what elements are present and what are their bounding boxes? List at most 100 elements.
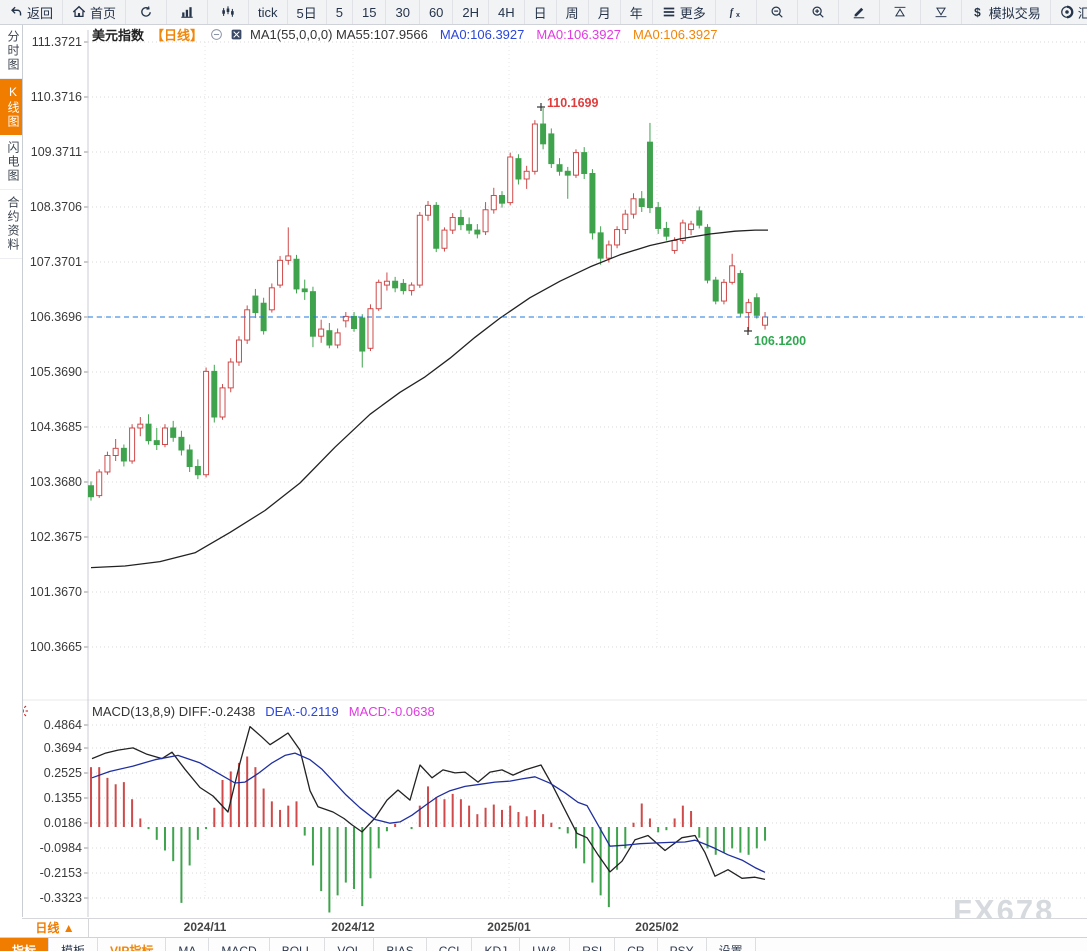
target-icon bbox=[1060, 5, 1074, 19]
tab-cr[interactable]: CR bbox=[615, 938, 658, 951]
toolbar-label: 更多 bbox=[679, 5, 706, 21]
interval-2h-button[interactable]: 2H bbox=[453, 0, 490, 24]
svg-text:111.3721: 111.3721 bbox=[32, 35, 82, 49]
interval-5-button[interactable]: 5 bbox=[327, 0, 353, 24]
chart-bars-icon bbox=[180, 5, 194, 19]
ma-value: MA0:106.3927 bbox=[439, 26, 525, 42]
pencil-icon bbox=[852, 5, 866, 19]
x-axis-label: 2025/02 bbox=[635, 920, 679, 934]
more-button[interactable]: 更多 bbox=[653, 0, 716, 24]
interval-month-button[interactable]: 月 bbox=[589, 0, 621, 24]
sim-trade-button[interactable]: $ 模拟交易 bbox=[962, 0, 1051, 24]
chart-header: 美元指数 【日线】 MA1(55,0,0,0) MA55:107.9566 MA0… bbox=[92, 26, 730, 43]
grid-square-icon[interactable] bbox=[230, 27, 243, 42]
home-icon bbox=[72, 5, 86, 19]
toolbar-label: 5日 bbox=[296, 5, 317, 21]
tab-template[interactable]: 模板 bbox=[49, 938, 99, 951]
interval-30-button[interactable]: 30 bbox=[386, 0, 420, 24]
tab-kdj[interactable]: KDJ bbox=[472, 938, 521, 951]
volume-profile-button[interactable] bbox=[208, 0, 250, 24]
sidebar-item-lightning-chart[interactable]: 闪电图 bbox=[0, 135, 22, 190]
xaxis-strip: 日线 ▲ 2024/11 2024/12 2025/01 2025/02 bbox=[22, 918, 1087, 937]
interval-week-button[interactable]: 周 bbox=[557, 0, 589, 24]
ma-value: MA0:106.3927 bbox=[632, 26, 718, 42]
zoom-in-icon bbox=[811, 5, 825, 19]
interval-year-button[interactable]: 年 bbox=[621, 0, 653, 24]
back-button[interactable]: 返回 bbox=[0, 0, 64, 24]
tab-indicator[interactable]: 指标 bbox=[0, 938, 50, 951]
svg-text:106.1200: 106.1200 bbox=[754, 334, 806, 348]
svg-text:103.3680: 103.3680 bbox=[30, 475, 82, 489]
refresh-button[interactable] bbox=[126, 0, 168, 24]
svg-text:109.3711: 109.3711 bbox=[31, 145, 82, 159]
tab-psy[interactable]: PSY bbox=[658, 938, 707, 951]
interval-5d-button[interactable]: 5日 bbox=[288, 0, 327, 24]
tab-macd[interactable]: MACD bbox=[209, 938, 270, 951]
toolbar-label: 模拟交易 bbox=[988, 5, 1041, 21]
zoom-out-button[interactable] bbox=[757, 0, 798, 24]
huitong-button[interactable]: 汇通 bbox=[1051, 0, 1087, 24]
period-label: 【日线】 bbox=[151, 27, 204, 43]
svg-text:110.1699: 110.1699 bbox=[547, 96, 598, 110]
tab-ma[interactable]: MA bbox=[166, 938, 210, 951]
toolbar-label: 5 bbox=[335, 4, 343, 20]
symbol-title: 美元指数 bbox=[92, 27, 145, 43]
ma-value: MA0:106.3927 bbox=[536, 26, 621, 42]
tab-vip-indicator[interactable]: VIP指标 bbox=[98, 938, 167, 951]
toolbar-label: 年 bbox=[629, 5, 643, 21]
tab-vol[interactable]: VOL bbox=[325, 938, 375, 951]
x-axis-label: 2024/12 bbox=[331, 920, 375, 934]
svg-text:0.3694: 0.3694 bbox=[44, 741, 82, 755]
toolbar-label: 返回 bbox=[27, 5, 54, 21]
svg-text:105.3690: 105.3690 bbox=[30, 365, 82, 379]
svg-text:106.3696: 106.3696 bbox=[30, 310, 82, 324]
svg-text:100.3665: 100.3665 bbox=[30, 640, 82, 654]
svg-text:110.3716: 110.3716 bbox=[31, 90, 82, 104]
svg-text:f: f bbox=[730, 8, 735, 19]
triangle-up-button[interactable] bbox=[880, 0, 921, 24]
tab-bias[interactable]: BIAS bbox=[374, 938, 427, 951]
svg-text:102.3675: 102.3675 bbox=[30, 530, 82, 544]
toolbar-label: 30 bbox=[395, 4, 410, 20]
draw-tool-button[interactable] bbox=[839, 0, 880, 24]
toolbar-label: 日 bbox=[533, 5, 547, 21]
svg-text:0.0186: 0.0186 bbox=[44, 816, 82, 830]
tab-boll[interactable]: BOLL bbox=[270, 938, 326, 951]
macd-header: MACD(13,8,9) DIFF:-0.2438 DEA:-0.2119 MACD… bbox=[92, 704, 435, 719]
toolbar-label: 月 bbox=[597, 5, 611, 21]
interval-4h-button[interactable]: 4H bbox=[489, 0, 525, 24]
sidebar-item-time-chart[interactable]: 分时图 bbox=[0, 24, 22, 79]
period-selector-button[interactable]: 日线 ▲ bbox=[22, 919, 89, 937]
tab-settings[interactable]: 设置 bbox=[707, 938, 756, 951]
interval-tick-button[interactable]: tick bbox=[249, 0, 288, 24]
menu-icon bbox=[662, 5, 676, 19]
svg-text:0.1355: 0.1355 bbox=[44, 791, 82, 805]
sidebar-item-contract-info[interactable]: 合约资料 bbox=[0, 190, 22, 259]
tab-rsi[interactable]: RSI bbox=[570, 938, 616, 951]
chart-style-button[interactable] bbox=[167, 0, 209, 24]
toolbar-label: 周 bbox=[565, 5, 579, 21]
triangle-down-button[interactable] bbox=[921, 0, 962, 24]
toolbar-label: tick bbox=[258, 4, 278, 20]
tab-cci[interactable]: CCI bbox=[427, 938, 473, 951]
svg-text:-0.0984: -0.0984 bbox=[40, 841, 82, 855]
indicator-tab-bar: 指标 模板 VIP指标 MA MACD BOLL VOL BIAS CCI KDJ LW& RSI CR… bbox=[0, 937, 1087, 951]
interval-15-button[interactable]: 15 bbox=[353, 0, 387, 24]
svg-text:107.3701: 107.3701 bbox=[30, 255, 82, 269]
svg-text:101.3670: 101.3670 bbox=[30, 585, 82, 599]
toolbar-label: 60 bbox=[428, 4, 444, 20]
interval-day-button[interactable]: 日 bbox=[525, 0, 557, 24]
interval-60-button[interactable]: 60 bbox=[420, 0, 454, 24]
zoom-in-button[interactable] bbox=[798, 0, 839, 24]
sidebar-item-kline-chart[interactable]: K线图 bbox=[0, 79, 22, 135]
toolbar-label: 首页 bbox=[90, 5, 117, 21]
home-button[interactable]: 首页 bbox=[63, 0, 127, 24]
tab-lwr[interactable]: LW& bbox=[520, 938, 571, 951]
top-toolbar: 返回 首页 tick 5日 5 15 30 60 2H 4H 日 周 月 年 更多 fx $ 模拟交易 汇通 bbox=[0, 0, 1087, 25]
minus-circle-icon[interactable] bbox=[210, 27, 223, 42]
svg-text:$: $ bbox=[974, 5, 981, 19]
